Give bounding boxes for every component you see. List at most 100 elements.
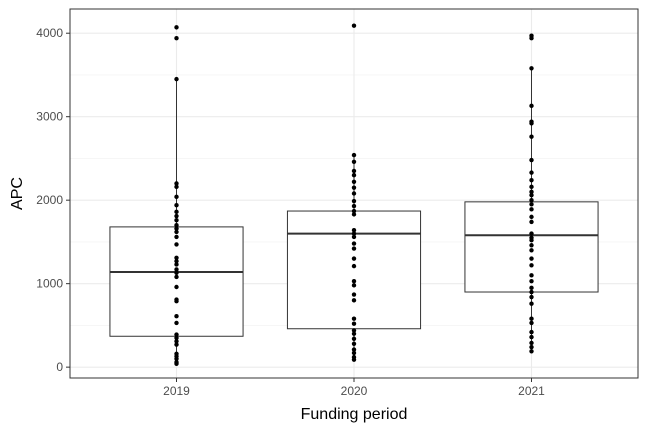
data-point [174, 270, 179, 276]
data-point [529, 219, 534, 225]
data-point [351, 298, 357, 303]
data-point [529, 344, 534, 350]
data-point [351, 23, 357, 28]
data-point [529, 192, 534, 198]
data-point [351, 263, 357, 269]
x-tick-label: 2020 [341, 384, 368, 398]
data-point [351, 191, 357, 196]
data-point [351, 341, 357, 346]
data-point [351, 198, 357, 204]
data-point [351, 179, 357, 185]
data-point [174, 361, 179, 367]
data-point [351, 336, 357, 341]
data-point [529, 289, 534, 295]
data-point [529, 134, 534, 139]
data-point [174, 332, 179, 337]
data-point [351, 246, 357, 251]
data-point [174, 181, 179, 186]
data-point [529, 334, 534, 340]
data-point [529, 103, 534, 109]
data-point [529, 197, 534, 203]
data-point [529, 238, 534, 243]
data-point [351, 185, 357, 190]
data-point [174, 339, 179, 344]
data-point [351, 208, 357, 214]
data-point [174, 342, 179, 347]
data-point [529, 243, 534, 248]
data-point [174, 184, 179, 190]
data-point [174, 226, 179, 231]
y-axis-title: APC [9, 177, 26, 210]
data-point [529, 177, 534, 183]
data-point [351, 331, 357, 336]
data-point [529, 278, 534, 284]
data-point [351, 350, 357, 356]
data-point [174, 218, 179, 223]
data-point [529, 294, 534, 300]
data-point [529, 256, 534, 261]
data-point [351, 347, 357, 352]
data-point [174, 258, 179, 264]
data-point [351, 321, 357, 326]
data-point [351, 278, 357, 284]
y-tick-label: 2000 [36, 193, 63, 207]
y-tick-label: 3000 [36, 110, 63, 124]
y-axis: 0 1000 2000 3000 4000 [36, 26, 70, 374]
data-point [174, 202, 179, 208]
x-axis-title: Funding period [301, 406, 408, 423]
data-point [351, 328, 357, 333]
data-point [351, 241, 357, 246]
data-point [529, 202, 534, 207]
data-point [174, 284, 179, 290]
data-point [529, 214, 534, 220]
data-point [529, 349, 534, 354]
data-point [351, 172, 357, 178]
data-point [351, 292, 357, 297]
data-point [351, 168, 357, 174]
data-point [174, 320, 179, 326]
x-axis: 2019 2020 2021 [163, 378, 545, 398]
data-point [529, 189, 534, 195]
data-point [351, 231, 357, 236]
data-point [351, 159, 357, 164]
data-point [529, 231, 534, 236]
data-point [174, 25, 179, 30]
data-point [174, 262, 179, 267]
data-point [174, 335, 179, 341]
y-tick-label: 0 [56, 360, 63, 374]
data-point [174, 76, 179, 82]
data-point [174, 229, 179, 235]
data-point [529, 66, 534, 71]
data-point [174, 274, 179, 280]
data-point [174, 298, 179, 304]
data-point [174, 223, 179, 228]
data-point [351, 212, 357, 217]
data-point [174, 242, 179, 247]
data-point [351, 316, 357, 321]
y-tick-label: 4000 [36, 26, 63, 40]
data-point [529, 263, 534, 268]
data-point [529, 316, 534, 321]
data-point [529, 157, 534, 163]
data-point [529, 121, 534, 126]
data-point [174, 213, 179, 219]
data-point [174, 356, 179, 361]
data-point [529, 207, 534, 212]
data-point [351, 152, 357, 158]
data-point [351, 357, 357, 362]
data-point [529, 36, 534, 41]
data-point [529, 301, 534, 306]
data-point [529, 184, 534, 190]
data-point [351, 256, 357, 261]
data-point [174, 234, 179, 240]
data-point [174, 267, 179, 272]
data-point [351, 228, 357, 233]
data-point [351, 203, 357, 209]
data-point [529, 248, 534, 253]
data-point [529, 170, 534, 175]
x-tick-label: 2021 [518, 384, 545, 398]
data-point [174, 209, 179, 215]
data-point [529, 285, 534, 291]
data-point [529, 340, 534, 346]
